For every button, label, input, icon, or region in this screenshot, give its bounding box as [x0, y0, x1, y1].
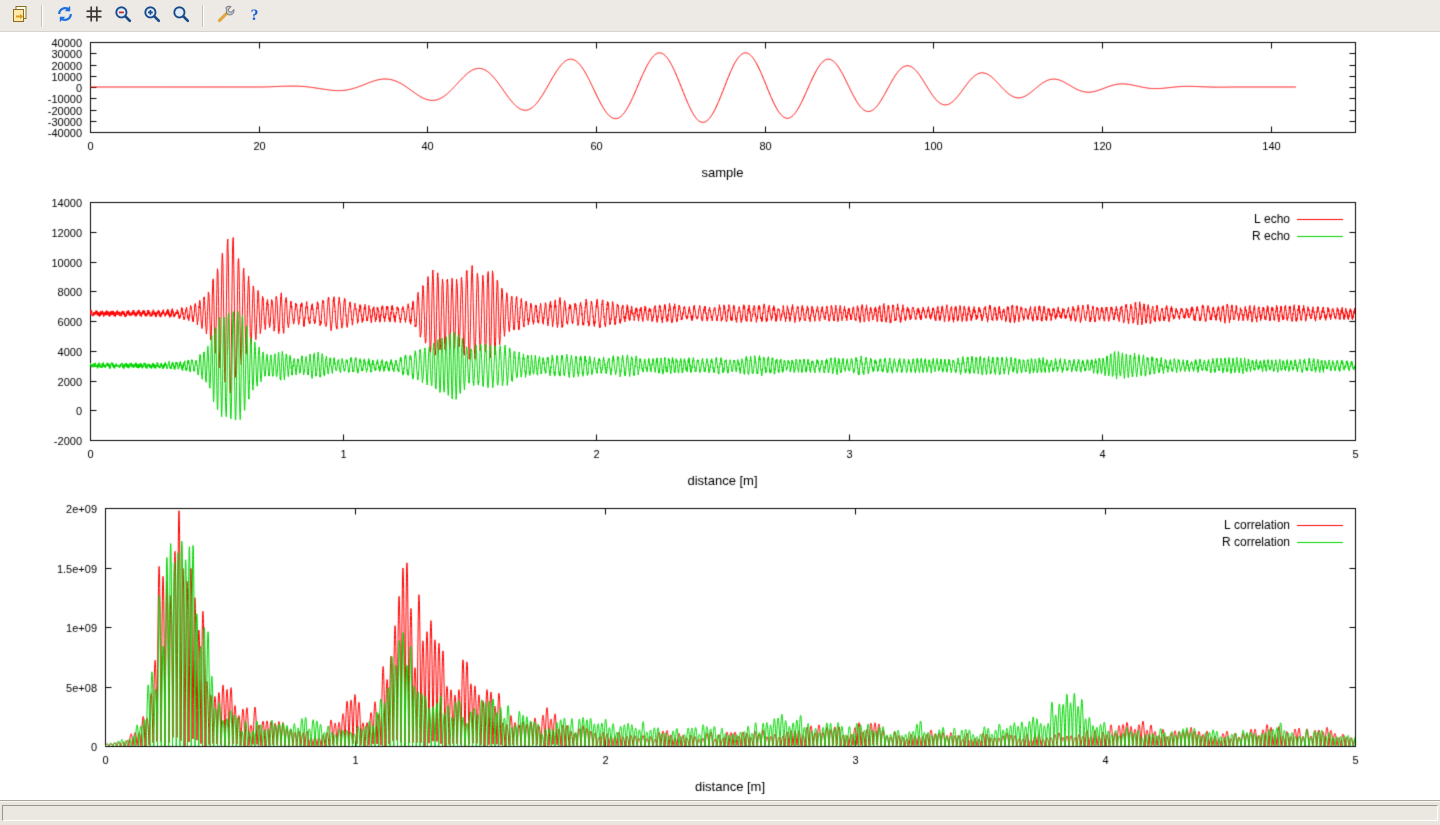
status-text [2, 805, 1438, 821]
help-icon: ? [250, 6, 259, 24]
copy-to-clipboard-button[interactable] [6, 3, 33, 29]
echo-plot-canvas[interactable] [0, 190, 1440, 497]
replot-button[interactable] [51, 3, 78, 29]
toolbar: ? [0, 0, 1440, 32]
toolbar-separator [41, 4, 43, 27]
toolbar-separator [202, 4, 204, 27]
grid-icon [84, 4, 104, 27]
copy-to-clipboard-icon [10, 4, 30, 27]
signal-plot-canvas[interactable] [0, 32, 1440, 190]
replot-icon [55, 4, 75, 27]
configure-button[interactable] [212, 3, 239, 29]
wrench-icon [216, 4, 236, 27]
zoom-next-button[interactable] [138, 3, 165, 29]
help-button[interactable]: ? [241, 3, 268, 29]
zoom-next-icon [142, 4, 162, 27]
zoom-previous-icon [113, 4, 133, 27]
autoscale-icon [171, 4, 191, 27]
toggle-grid-button[interactable] [80, 3, 107, 29]
status-bar [0, 800, 1440, 825]
correlation-plot-canvas[interactable] [0, 497, 1440, 800]
autoscale-button[interactable] [167, 3, 194, 29]
zoom-previous-button[interactable] [109, 3, 136, 29]
